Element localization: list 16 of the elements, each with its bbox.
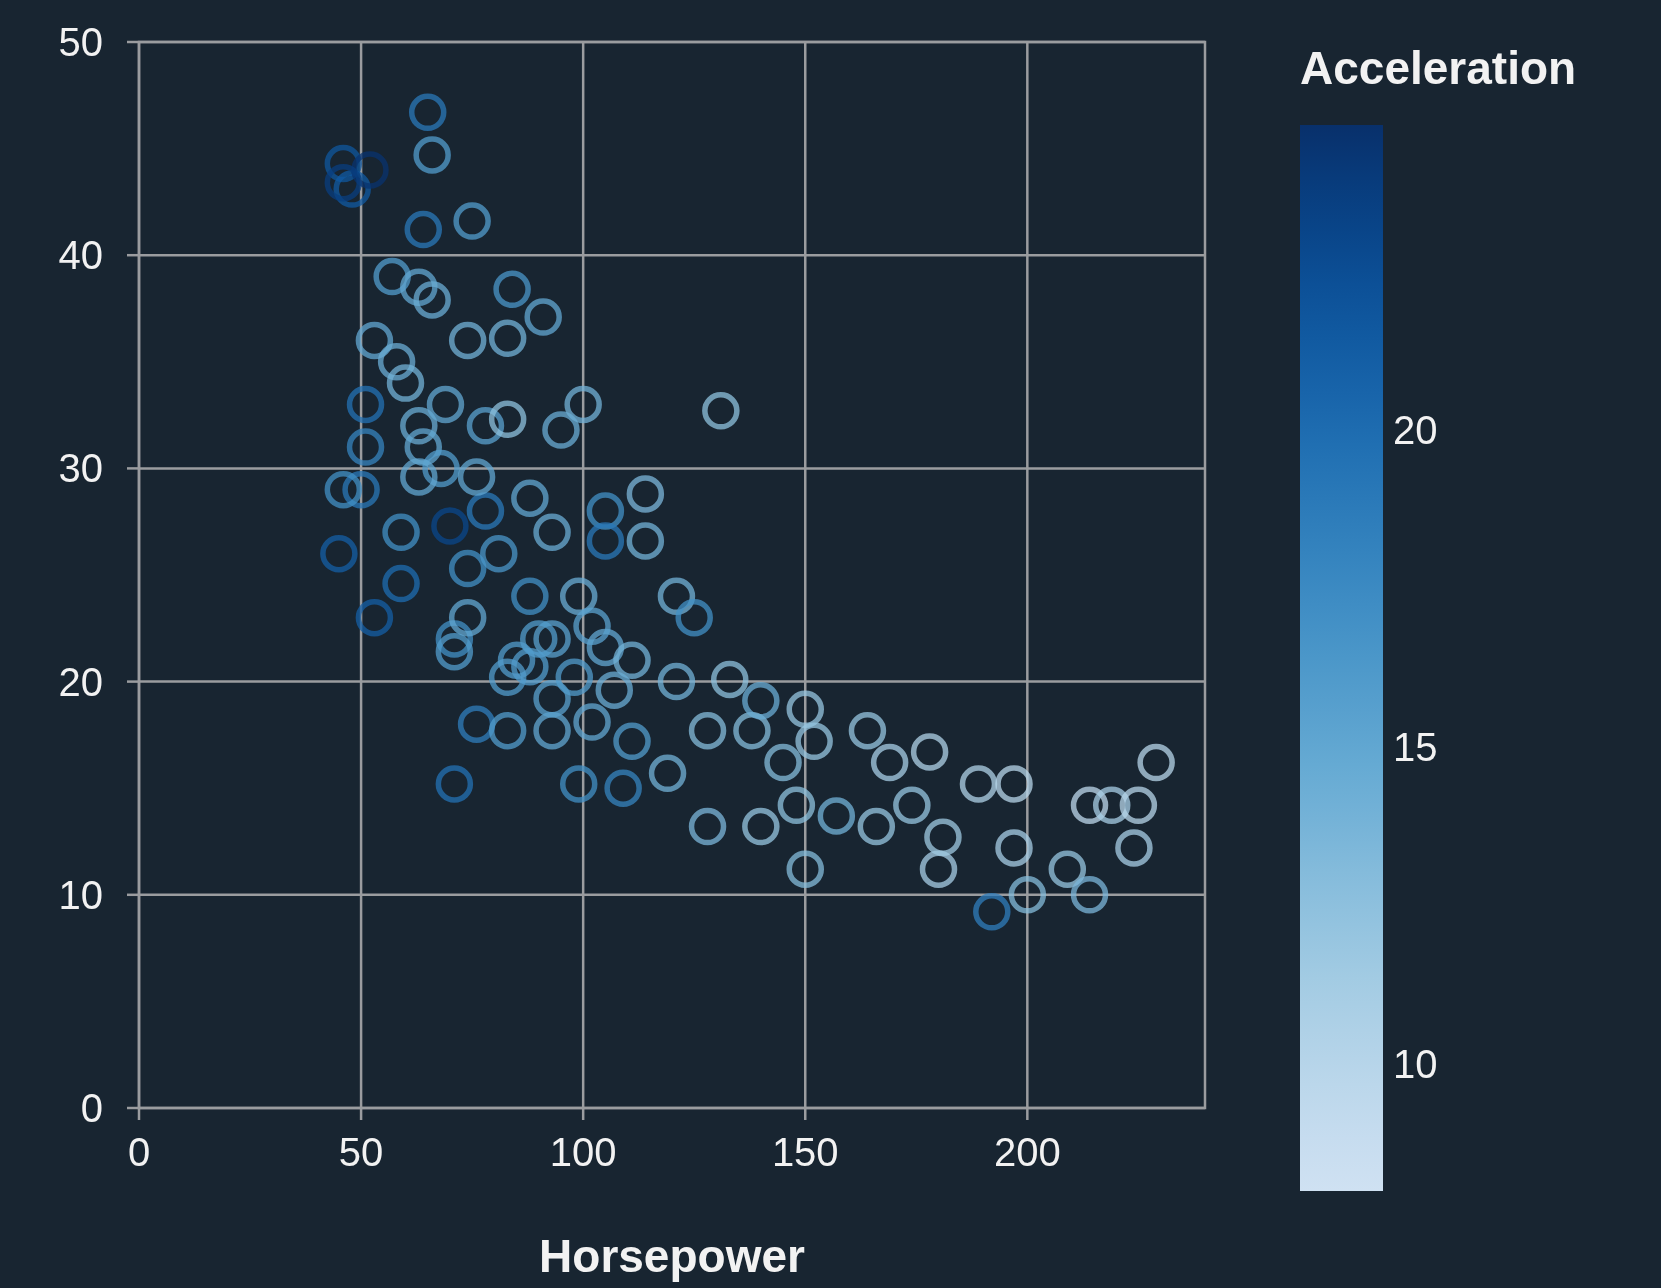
color-bar-label: 20 xyxy=(1393,407,1438,452)
color-bar-label: 15 xyxy=(1393,724,1438,769)
y-tick-label: 0 xyxy=(80,1086,103,1130)
x-tick-label: 0 xyxy=(127,1130,151,1174)
x-tick-label: 100 xyxy=(549,1130,617,1174)
y-tick-label: 10 xyxy=(58,872,103,917)
x-tick-label: 150 xyxy=(771,1130,839,1174)
x-tick-label: 200 xyxy=(993,1130,1061,1174)
y-tick-label: 30 xyxy=(58,446,103,491)
y-tick-label: 40 xyxy=(58,233,103,278)
y-tick-label: 20 xyxy=(58,659,103,704)
x-tick-label: 50 xyxy=(338,1130,384,1174)
x-axis-title: Horsepower xyxy=(539,1230,806,1282)
y-tick-label: 50 xyxy=(58,20,103,64)
color-bar-title: Acceleration xyxy=(1300,42,1577,94)
color-bar-label: 10 xyxy=(1393,1042,1438,1087)
